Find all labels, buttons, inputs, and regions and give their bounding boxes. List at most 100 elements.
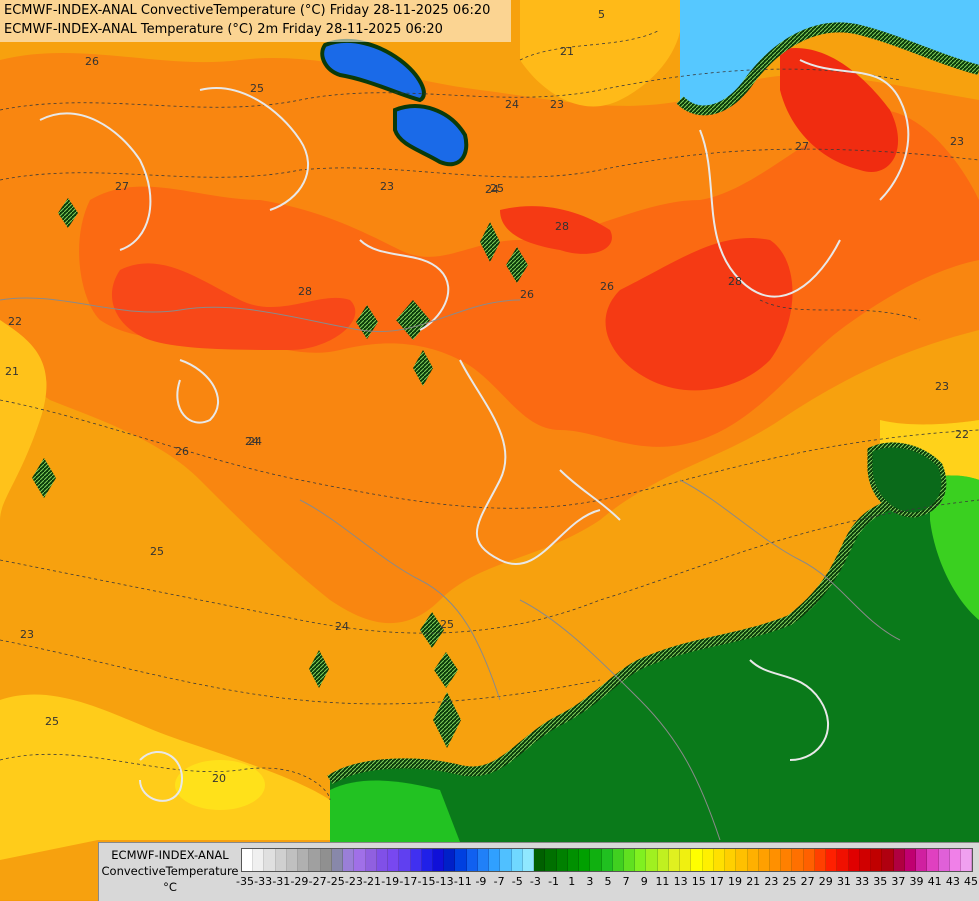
legend-color-swatch xyxy=(657,849,669,871)
legend-color-swatch xyxy=(331,849,344,871)
legend-color-swatch xyxy=(882,849,894,871)
legend-tick-label: -15 xyxy=(417,875,436,888)
legend-tick-label: -33 xyxy=(254,875,273,888)
legend-color-swatch xyxy=(770,849,782,871)
boundary-hatch xyxy=(327,476,934,785)
contour-label: 27 xyxy=(115,180,129,193)
legend-tick-label: 33 xyxy=(855,875,870,888)
contour-label: 23 xyxy=(550,98,564,111)
contour-label: 24 xyxy=(505,98,519,111)
legend-color-swatch xyxy=(702,849,714,871)
boundary-cyan-hatch xyxy=(676,22,979,116)
legend-tick-label: -29 xyxy=(290,875,309,888)
field-hot-2 xyxy=(605,238,793,391)
legend-color-swatch xyxy=(646,849,658,871)
field-blue-1 xyxy=(320,38,426,103)
field-cool-top xyxy=(520,0,682,107)
legend-color-swatch xyxy=(399,849,411,871)
legend-color-swatch xyxy=(691,849,703,871)
legend-tick-label: 25 xyxy=(782,875,797,888)
legend-color-swatch xyxy=(421,849,433,871)
contour-label: 5 xyxy=(598,8,605,21)
legend-color-swatch xyxy=(859,849,872,871)
legend-color-swatch xyxy=(556,849,568,871)
legend-color-swatch xyxy=(388,849,400,871)
legend-tick-label: -35 xyxy=(236,875,254,888)
contour-label: 26 xyxy=(520,288,534,301)
legend-color-swatch xyxy=(264,849,276,871)
legend-color-swatch xyxy=(534,849,546,871)
legend-color-swatch xyxy=(590,849,602,871)
contour-label: 24 xyxy=(485,183,499,196)
diamond xyxy=(32,458,56,498)
legend-color-swatch xyxy=(803,849,815,871)
legend-tick-label: 27 xyxy=(800,875,815,888)
legend-color-swatch xyxy=(500,849,512,871)
legend-color-swatch xyxy=(365,849,377,871)
legend-tick-label: 23 xyxy=(764,875,779,888)
contour-label: 28 xyxy=(298,285,312,298)
field-cool-left xyxy=(0,320,47,520)
contour-label: 23 xyxy=(935,380,949,393)
diamond xyxy=(506,247,528,283)
contour-label: 25 xyxy=(490,182,504,195)
legend-color-bar xyxy=(241,848,973,872)
legend-color-swatch xyxy=(837,849,849,871)
legend-color-swatch xyxy=(848,849,860,871)
legend-color-swatch xyxy=(635,849,647,871)
contour-label: 22 xyxy=(8,315,22,328)
field-hot-4 xyxy=(500,206,612,254)
legend-tick-label: 7 xyxy=(622,875,630,888)
legend-color-swatch xyxy=(545,849,557,871)
legend-color-swatch xyxy=(567,849,580,871)
legend-tick-label: 9 xyxy=(640,875,648,888)
legend-color-swatch xyxy=(376,849,389,871)
legend-tick-label: -31 xyxy=(272,875,291,888)
legend-tick-label: -5 xyxy=(511,875,523,888)
legend-tick-label: -17 xyxy=(399,875,418,888)
legend-tick-label: 15 xyxy=(691,875,706,888)
contour-label: 25 xyxy=(45,715,59,728)
legend-color-swatch xyxy=(916,849,928,871)
legend-color-swatch xyxy=(275,849,287,871)
field-dark-right xyxy=(867,442,947,518)
contour-label: 26 xyxy=(85,55,99,68)
legend-color-swatch xyxy=(242,849,254,871)
legend-color-swatch xyxy=(522,849,535,871)
legend-color-swatch xyxy=(253,849,265,871)
legend-tick-label: 1 xyxy=(568,875,576,888)
contour-label: 23 xyxy=(380,180,394,193)
legend-tick-label: -9 xyxy=(475,875,487,888)
contour-label: 26 xyxy=(175,445,189,458)
contour-label: 22 xyxy=(955,428,969,441)
legend-color-swatch xyxy=(309,849,321,871)
legend-color-swatch xyxy=(432,849,445,871)
legend-color-swatch xyxy=(814,849,827,871)
legend-color-swatch xyxy=(511,849,523,871)
legend-tick-label: 45 xyxy=(964,875,978,888)
legend-color-swatch xyxy=(298,849,310,871)
legend-color-swatch xyxy=(747,849,759,871)
legend-tick-label: 35 xyxy=(873,875,888,888)
color-legend: ECMWF-INDEX-ANAL ConvectiveTemperature °… xyxy=(98,842,979,901)
legend-tick-label: 31 xyxy=(836,875,851,888)
contour-label-group: 26 25 27 28 24 23 25 24 26 28 27 26 22 2… xyxy=(5,8,969,785)
legend-color-swatch xyxy=(826,849,838,871)
field-cyan xyxy=(680,0,979,111)
legend-color-swatch xyxy=(489,849,501,871)
legend-tick-labels: -35 -33 -31 -29 -27 -25 -23 -21 -19 -17 -15 -13 -11-… xyxy=(235,875,979,891)
contour-label: 28 xyxy=(555,220,569,233)
legend-title: ECMWF-INDEX-ANAL ConvectiveTemperature °… xyxy=(101,847,239,895)
field-hot-1 xyxy=(111,263,356,350)
legend-color-swatch xyxy=(938,849,950,871)
country-borders xyxy=(0,297,901,841)
legend-color-swatch xyxy=(612,849,624,871)
legend-color-swatch xyxy=(893,849,905,871)
legend-color-swatch xyxy=(343,849,355,871)
legend-tick-label: 11 xyxy=(655,875,670,888)
legend-color-swatch xyxy=(286,849,299,871)
legend-tick-label: -27 xyxy=(308,875,327,888)
contour-label: 25 xyxy=(150,545,164,558)
legend-tick-label: 3 xyxy=(586,875,594,888)
